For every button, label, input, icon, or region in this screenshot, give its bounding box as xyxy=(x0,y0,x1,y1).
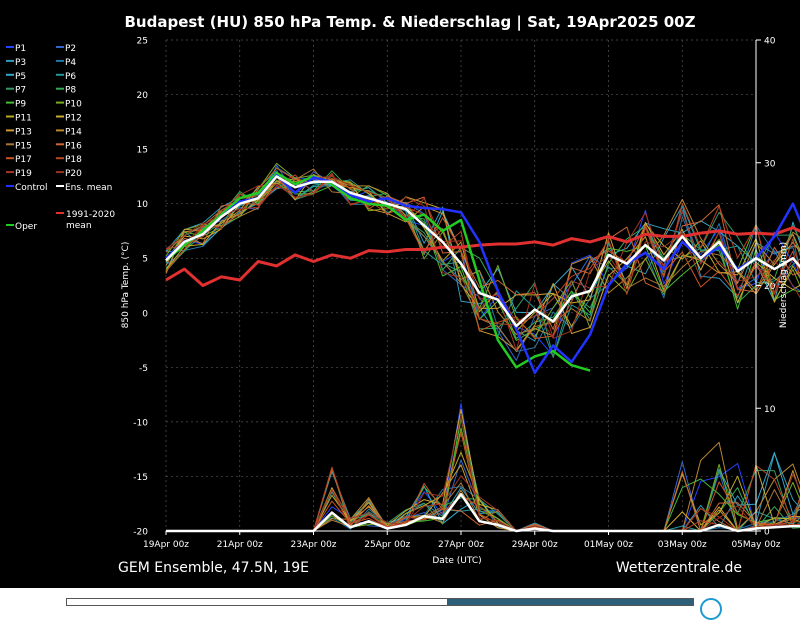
legend-label-P2: P2 xyxy=(65,44,76,54)
ens-mean-line xyxy=(165,175,800,328)
member-line-P14 xyxy=(165,174,800,337)
oper-line xyxy=(165,171,591,372)
footer-ad-bar[interactable] xyxy=(66,598,694,606)
legend-label-oper: Oper xyxy=(15,222,37,232)
y-tick-label: -20 xyxy=(133,528,148,538)
legend-label-P17: P17 xyxy=(15,155,32,165)
x-tick-label: 29Apr 00z xyxy=(512,540,558,550)
legend-label-P1: P1 xyxy=(15,44,26,54)
y2-tick-label: 0 xyxy=(764,528,770,538)
legend-label-P9: P9 xyxy=(15,100,26,110)
legend-label-P5: P5 xyxy=(15,72,26,82)
y-tick-label: 5 xyxy=(142,255,148,265)
y-tick-label: 0 xyxy=(142,309,148,319)
legend-label-P13: P13 xyxy=(15,127,32,137)
y2-axis-label: Niederschlag (mm) xyxy=(779,242,789,328)
legend-label-P19: P19 xyxy=(15,169,32,179)
chart-panel: Budapest (HU) 850 hPa Temp. & Niederschl… xyxy=(0,0,800,588)
legend-layer: P1 P2 P3 P4 P5 P6 P7 P8 P9 P10 P11 P12 P13 P14 P15 P16 P… xyxy=(6,44,115,232)
member-line-P19 xyxy=(165,175,800,351)
y2-tick-label: 30 xyxy=(764,159,776,169)
legend-label-P10: P10 xyxy=(65,100,82,110)
precip-layer xyxy=(166,402,800,533)
footer-left-credit: GEM Ensemble, 47.5N, 19E xyxy=(118,560,309,576)
legend-label-P6: P6 xyxy=(65,72,76,82)
y-tick-label: -5 xyxy=(139,364,148,374)
legend-label-control: Control xyxy=(15,183,48,193)
legend-label-P16: P16 xyxy=(65,141,82,151)
x-tick-label: 19Apr 00z xyxy=(143,540,189,550)
x-axis-label: Date (UTC) xyxy=(432,556,481,566)
x-tick-label: 05May 00z xyxy=(731,540,780,550)
legend-label-P20: P20 xyxy=(65,169,82,179)
climate-mean-line xyxy=(165,226,800,287)
y-tick-label: -10 xyxy=(133,418,148,428)
y2-tick-label: 20 xyxy=(764,282,776,292)
x-tick-label: 01May 00z xyxy=(584,540,633,550)
x-tick-label: 21Apr 00z xyxy=(217,540,263,550)
legend-label-P4: P4 xyxy=(65,58,76,68)
y-tick-label: 10 xyxy=(137,200,149,210)
chart-title: Budapest (HU) 850 hPa Temp. & Niederschl… xyxy=(125,13,696,32)
legend-label-climate: 1991-2020 mean xyxy=(66,210,115,231)
legend-label-ens-mean: Ens. mean xyxy=(65,183,112,193)
member-line-P10 xyxy=(165,162,800,338)
legend-label-P14: P14 xyxy=(65,127,82,137)
chart-svg: Budapest (HU) 850 hPa Temp. & Niederschl… xyxy=(6,13,800,576)
footer-right-credit[interactable]: Wetterzentrale.de xyxy=(616,560,742,576)
member-line-P4 xyxy=(165,167,800,352)
y2-tick-label: 40 xyxy=(764,37,776,47)
x-tick-label: 23Apr 00z xyxy=(290,540,336,550)
footer-ad-bar-fill xyxy=(447,599,693,605)
y-tick-label: 20 xyxy=(137,91,149,101)
temp-layer xyxy=(165,162,800,375)
legend-label-P8: P8 xyxy=(65,86,76,96)
member-line-P17 xyxy=(165,167,800,339)
legend-label-P18: P18 xyxy=(65,155,82,165)
y2-tick-label: 10 xyxy=(764,405,776,415)
member-precip-P20 xyxy=(166,415,800,532)
y-tick-label: 15 xyxy=(137,146,148,156)
axes-layer: 25 20 15 10 5 0 -5 -10 -15 -20 40 30 20 10 0 19Apr 00z 2… xyxy=(133,37,781,551)
member-line-P15 xyxy=(165,168,800,352)
x-tick-label: 27Apr 00z xyxy=(438,540,484,550)
info-circle-icon[interactable] xyxy=(700,598,722,620)
legend-label-P7: P7 xyxy=(15,86,26,96)
y-tick-label: 25 xyxy=(137,37,148,47)
legend-label-P11: P11 xyxy=(15,114,32,124)
legend-label-P12: P12 xyxy=(65,114,82,124)
y-tick-label: -15 xyxy=(133,473,148,483)
y-axis-label: 850 hPa Temp. (°C) xyxy=(121,242,131,329)
legend-label-P3: P3 xyxy=(15,58,26,68)
x-tick-label: 03May 00z xyxy=(658,540,707,550)
x-tick-label: 25Apr 00z xyxy=(364,540,410,550)
legend-label-P15: P15 xyxy=(15,141,32,151)
